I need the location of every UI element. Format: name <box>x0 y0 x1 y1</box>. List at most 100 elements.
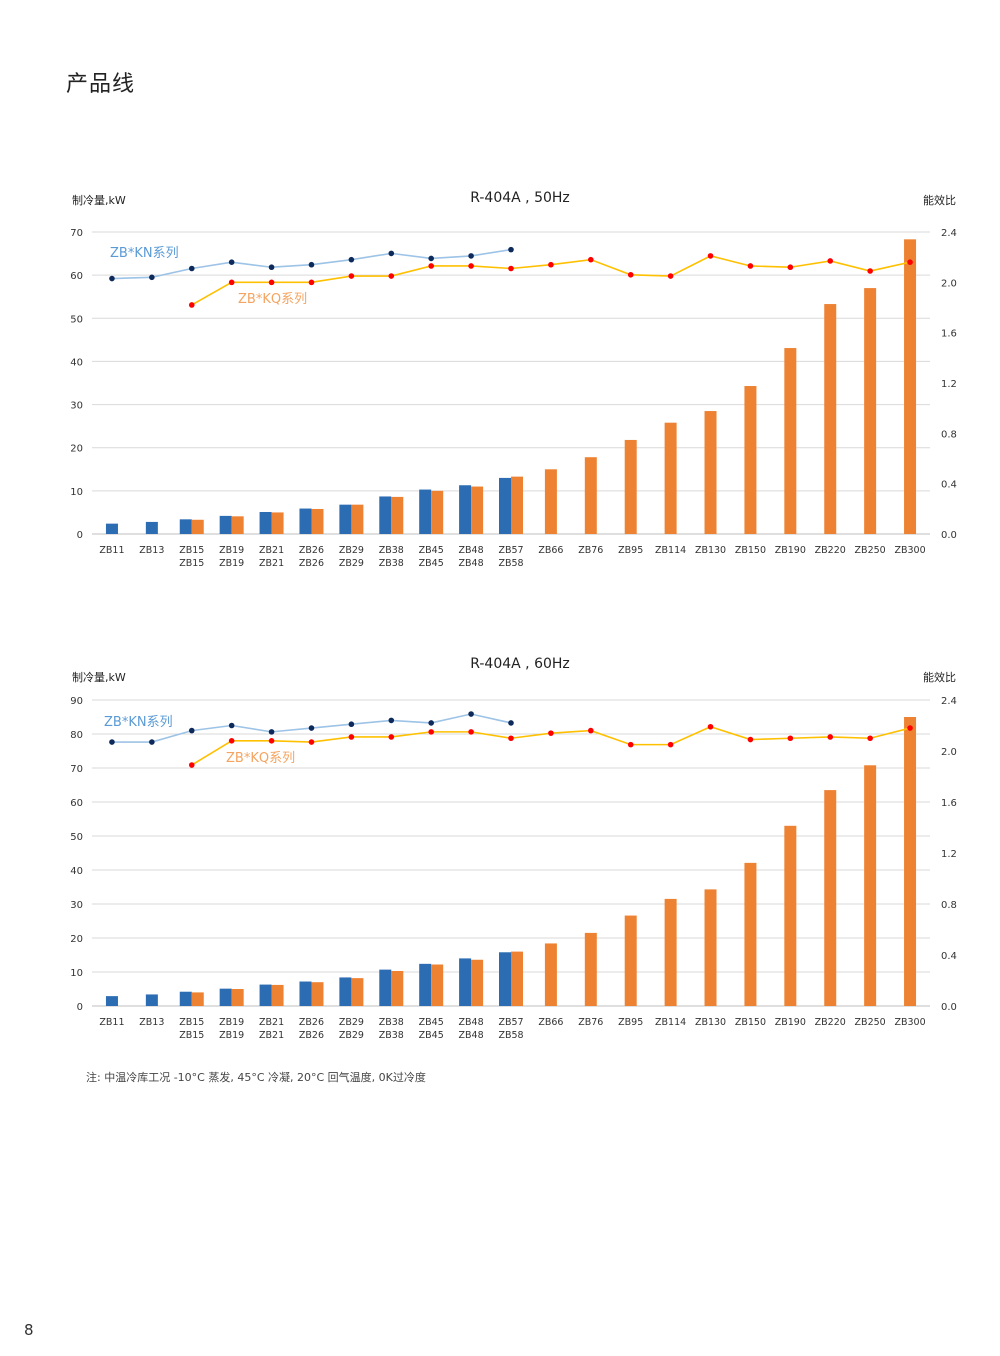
bar-kn <box>179 991 192 1006</box>
y2-tick-label: 2.4 <box>941 228 957 239</box>
bar-kq <box>784 825 797 1006</box>
x-tick-label: ZB150 <box>735 1017 766 1028</box>
kn-eer-point <box>308 261 315 268</box>
bar-kn <box>145 521 158 534</box>
x-tick-label: ZB15 <box>179 1030 204 1041</box>
kn-eer-point <box>228 722 235 729</box>
x-tick-label: ZB114 <box>655 545 686 556</box>
y-tick-label: 90 <box>70 696 83 707</box>
kn-eer-point <box>228 259 235 265</box>
x-tick-label: ZB220 <box>815 1017 846 1028</box>
x-tick-label: ZB38 <box>379 1030 404 1041</box>
chart-r404a-60hz: R-404A , 60Hz 制冷量,kW 能效比 0 10 20 30 40 50 60 70 80 9… <box>0 648 1000 1048</box>
x-tick-label: ZB13 <box>139 545 164 556</box>
kq-eer-point <box>188 762 195 768</box>
x-tick-label: ZB95 <box>618 545 643 556</box>
x-tick-label: ZB21 <box>259 1030 284 1041</box>
y2-tick-label: 1.2 <box>941 849 957 860</box>
x-tick-label: ZB66 <box>538 545 563 556</box>
bar-kn <box>299 508 312 534</box>
x-tick-label: ZB38 <box>379 1017 404 1028</box>
bar-kn <box>499 477 511 534</box>
bar-kq <box>391 496 404 534</box>
series-label-kn: ZB*KN系列 <box>104 715 173 730</box>
kn-eer-point <box>188 727 195 734</box>
y2-tick-label: 0.4 <box>941 480 957 491</box>
kq-eer-point <box>308 739 315 745</box>
bar-kq <box>784 348 797 534</box>
bar-kq <box>664 898 677 1006</box>
bar-kq <box>511 476 523 534</box>
bar-kn <box>145 994 158 1006</box>
bar-kq <box>191 992 204 1006</box>
bar-kq <box>231 516 244 534</box>
kq-eer-point <box>468 729 474 735</box>
x-tick-label: ZB29 <box>339 1030 364 1041</box>
x-tick-label: ZB45 <box>419 1030 444 1041</box>
kq-eer-point <box>747 263 754 269</box>
bar-kq <box>391 970 404 1006</box>
kq-eer-point <box>867 268 873 274</box>
x-tick-label: ZB19 <box>219 1030 244 1041</box>
kq-eer-point <box>707 253 714 259</box>
kn-eer-point <box>508 720 514 726</box>
kn-eer-point <box>348 256 355 263</box>
bar-kq <box>271 984 284 1006</box>
x-tick-label: ZB19 <box>219 558 244 569</box>
bar-kq <box>864 765 877 1006</box>
chart-svg: R-404A , 60Hz 制冷量,kW 能效比 0 10 20 30 40 50 60 70 80 9… <box>70 656 957 1041</box>
x-tick-label: ZB15 <box>179 1017 204 1028</box>
bar-kq <box>824 790 837 1006</box>
x-tick-label: ZB190 <box>775 1017 806 1028</box>
bar-kn <box>259 511 272 534</box>
bar-kq <box>704 889 717 1006</box>
bar-kn <box>499 952 511 1006</box>
y-tick-label: 0 <box>77 1002 83 1013</box>
kq-eer-point <box>667 741 674 748</box>
x-tick-label: ZB15 <box>179 558 204 569</box>
kq-eer-point <box>508 735 514 742</box>
page-title: 产品线 <box>66 72 136 97</box>
bar-kq <box>431 490 444 534</box>
bar-kq <box>704 411 717 534</box>
x-tick-label: ZB38 <box>379 558 404 569</box>
y-axis-title: 制冷量,kW <box>72 194 126 207</box>
y2-tick-label: 2.4 <box>941 696 957 707</box>
bar-kq <box>351 504 364 534</box>
bar-kn <box>219 515 232 534</box>
y2-tick-label: 1.6 <box>941 329 957 340</box>
bar-kn <box>299 981 312 1006</box>
x-tick-label: ZB45 <box>419 558 444 569</box>
y2-tick-label: 2.0 <box>941 747 957 758</box>
kn-eer-point <box>468 253 474 259</box>
bar-kq <box>584 457 597 534</box>
y-tick-label: 30 <box>70 401 83 412</box>
x-tick-label: ZB21 <box>259 1017 284 1028</box>
x-tick-label: ZB58 <box>498 558 523 569</box>
kn-eer-point <box>428 720 434 726</box>
kn-eer-point <box>149 274 155 281</box>
bar-kn <box>105 996 118 1006</box>
kq-eer-point <box>508 265 514 272</box>
y-tick-label: 20 <box>70 934 83 945</box>
kn-eer-point <box>388 250 395 257</box>
x-tick-label: ZB57 <box>498 545 523 556</box>
bar-kn <box>179 519 192 534</box>
bar-kq <box>584 932 597 1006</box>
x-tick-label: ZB300 <box>894 1017 925 1028</box>
y-axis-title: 制冷量,kW <box>72 671 126 684</box>
bar-kn <box>459 485 472 534</box>
kn-eer-point <box>188 265 195 272</box>
series-label-kq: ZB*KQ系列 <box>226 751 295 766</box>
bar-kq <box>311 508 324 534</box>
y-tick-label: 80 <box>70 730 83 741</box>
bar-kn <box>339 504 352 534</box>
x-tick-label: ZB11 <box>99 545 124 556</box>
y-tick-label: 20 <box>70 444 83 455</box>
bar-kq <box>511 951 523 1006</box>
kq-eer-point <box>468 263 474 269</box>
bar-kn <box>459 958 472 1006</box>
x-tick-label: ZB48 <box>459 545 484 556</box>
x-tick-label: ZB250 <box>855 545 886 556</box>
bar-kq <box>471 959 484 1006</box>
